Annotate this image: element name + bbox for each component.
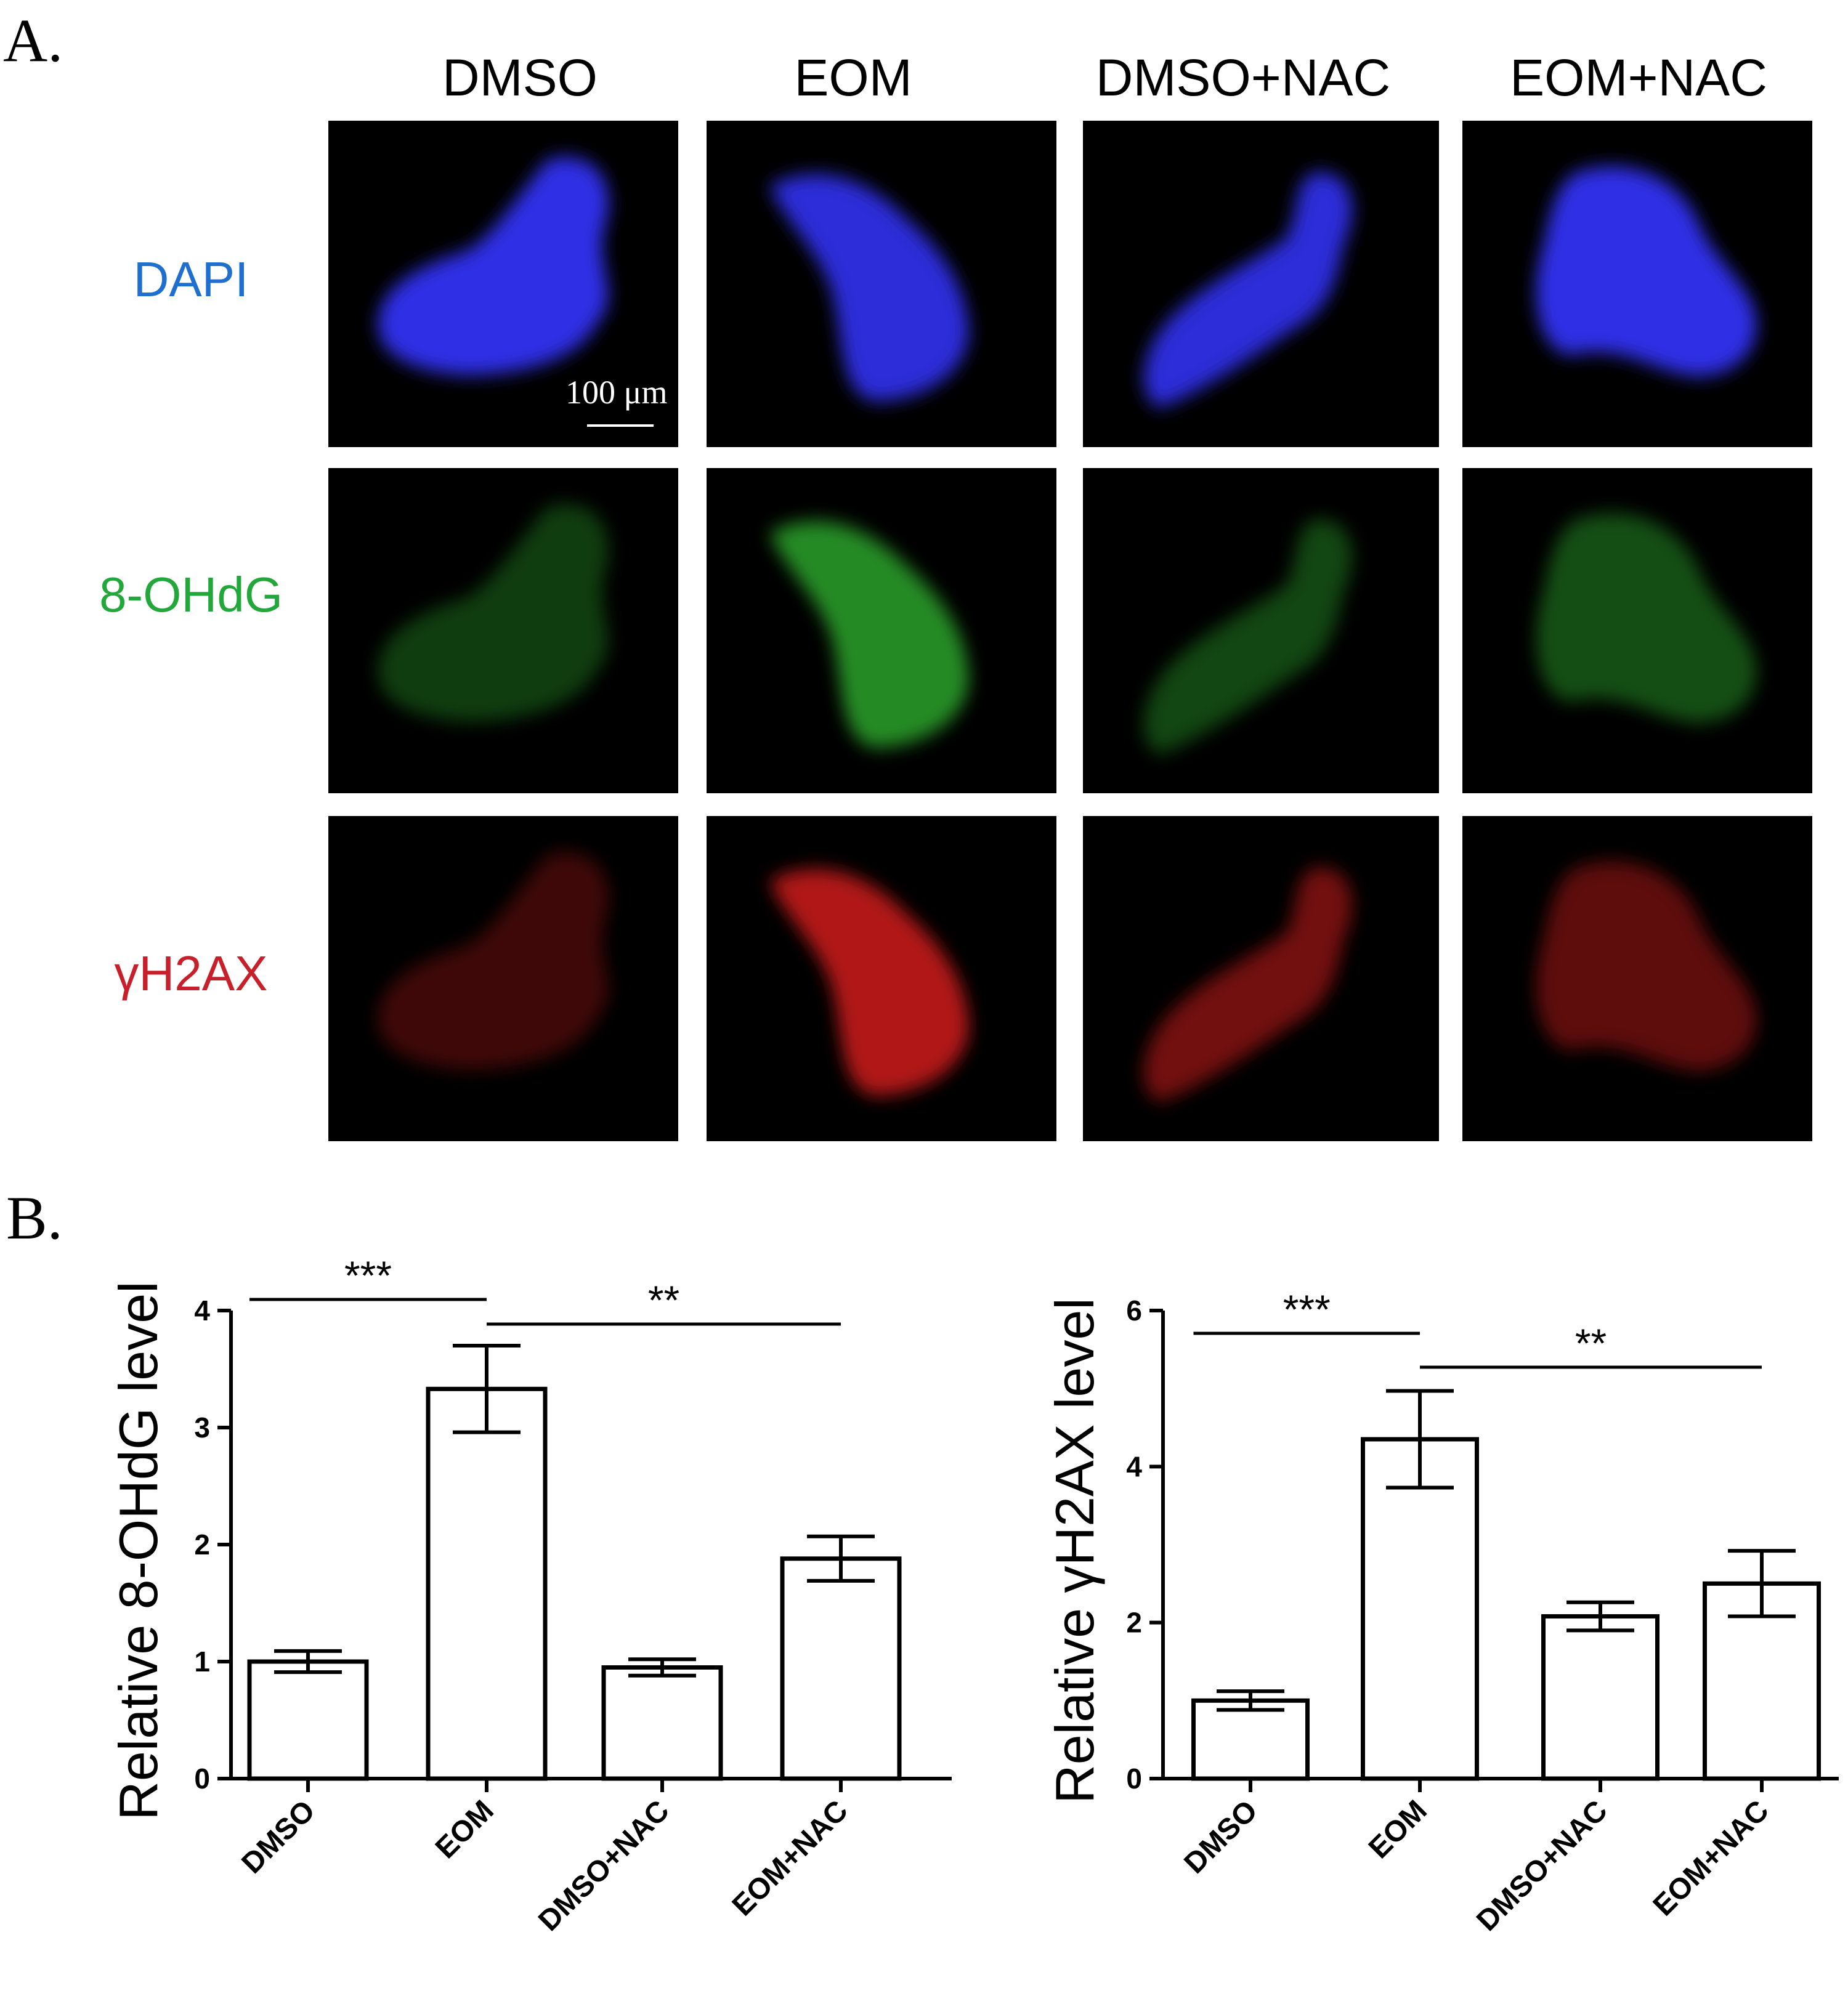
micrograph-8ohdg-eom-nac — [1462, 468, 1812, 793]
y-tick-label: 2 — [194, 1529, 210, 1561]
x-tick-label: DMSO+NAC — [1470, 1794, 1614, 1937]
cell-cluster — [378, 504, 609, 722]
cell-cluster — [1143, 172, 1353, 408]
bar-dmso — [247, 1659, 369, 1781]
significance-label: *** — [344, 1253, 392, 1298]
x-tick-label: EOM — [1363, 1794, 1433, 1865]
row-label-gh2ax: γH2AX — [114, 946, 268, 1001]
row-label-8-ohdg: 8-OHdG — [99, 567, 283, 622]
x-tick-label: EOM+NAC — [726, 1794, 854, 1922]
y-tick-label: 3 — [194, 1412, 210, 1444]
chart-8-ohdg: 0 1 2 3 4 Relative 8-OHdG level DMSO EOM DMSO+NA… — [108, 1253, 952, 1937]
significance-label: *** — [1283, 1287, 1331, 1332]
micrograph-dapi-eom-nac — [1462, 121, 1812, 447]
x-tick-label: DMSO — [235, 1794, 321, 1880]
cell-cluster — [1536, 861, 1757, 1071]
y-tick-label: 0 — [194, 1763, 210, 1795]
micrograph-8ohdg-eom — [707, 468, 1056, 793]
micrograph-h2ax-eom-nac — [1462, 816, 1812, 1141]
bar-dmso-nac — [601, 1665, 723, 1781]
micrograph-8ohdg-dmso-nac — [1083, 468, 1439, 793]
bar-dmso-nac — [1541, 1614, 1660, 1781]
y-tick-label: 4 — [194, 1295, 210, 1327]
y-tick-label: 0 — [1126, 1763, 1142, 1795]
scale-bar — [587, 424, 654, 427]
cell-cluster — [1536, 166, 1757, 377]
micrograph-h2ax-dmso-nac — [1083, 816, 1439, 1141]
cell-cluster — [769, 869, 969, 1096]
micrograph-dapi-dmso-nac — [1083, 121, 1439, 447]
cell-cluster — [1536, 513, 1757, 723]
cell-cluster — [378, 156, 609, 376]
micrograph-dapi-dmso: 100 μm — [328, 121, 678, 447]
panel-a-letter: A. — [3, 6, 63, 75]
bar-eom — [426, 1386, 548, 1781]
panel-b-letter: B. — [6, 1184, 63, 1252]
bar-eom — [1361, 1437, 1479, 1781]
bar-dmso — [1191, 1698, 1310, 1781]
y-axis-label: Relative γH2AX level — [1044, 1298, 1105, 1804]
column-header-dmso-nac: DMSO+NAC — [1095, 49, 1391, 107]
column-header-dmso: DMSO — [442, 49, 598, 107]
significance-label: ** — [648, 1277, 679, 1323]
significance-label: ** — [1575, 1320, 1607, 1366]
y-tick-label: 6 — [1126, 1295, 1142, 1327]
x-tick-label: EOM — [429, 1794, 500, 1865]
x-tick-label: DMSO — [1178, 1794, 1263, 1880]
x-tick-label: EOM+NAC — [1647, 1794, 1775, 1922]
cell-cluster — [378, 852, 609, 1070]
y-tick-label: 2 — [1126, 1607, 1142, 1639]
micrograph-dapi-eom — [707, 121, 1056, 447]
y-tick-label: 1 — [194, 1646, 210, 1678]
x-tick-label: DMSO+NAC — [532, 1794, 676, 1937]
micrograph-8ohdg-dmso — [328, 468, 678, 793]
cell-cluster — [769, 174, 969, 402]
y-axis-label: Relative 8-OHdG level — [108, 1281, 169, 1820]
scale-bar-label: 100 μm — [565, 374, 668, 411]
bar-eom-nac — [780, 1556, 902, 1781]
chart-gh2ax: 0 2 4 6 Relative γH2AX level DMSO EOM DMSO+NAC E… — [1044, 1287, 1839, 1937]
micrograph-h2ax-dmso — [328, 816, 678, 1141]
cell-cluster — [769, 521, 969, 748]
micrograph-h2ax-eom — [707, 816, 1056, 1141]
cell-cluster — [1143, 519, 1353, 754]
y-tick-label: 4 — [1126, 1450, 1142, 1482]
row-label-dapi: DAPI — [133, 252, 249, 307]
column-header-eom-nac: EOM+NAC — [1510, 49, 1767, 107]
column-header-eom: EOM — [794, 49, 912, 107]
cell-cluster — [1143, 867, 1353, 1102]
